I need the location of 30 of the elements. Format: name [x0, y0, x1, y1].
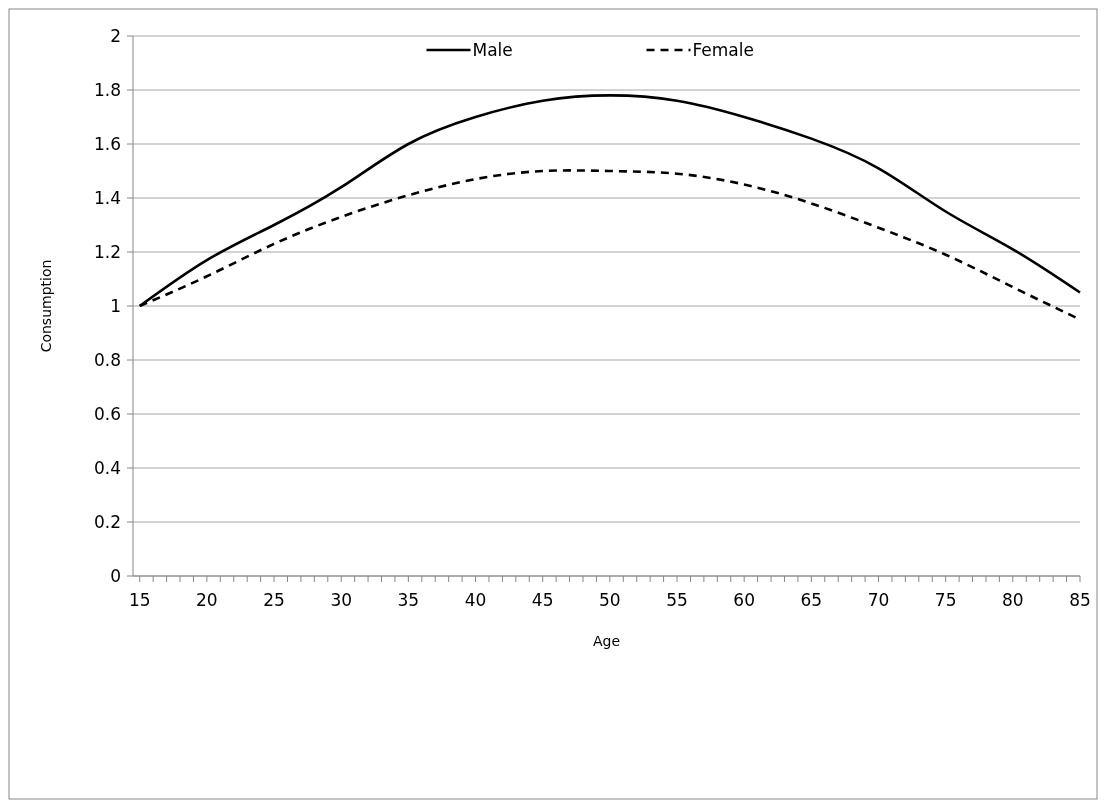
x-tick-label: 75 — [934, 590, 957, 610]
x-tick-label: 65 — [800, 590, 823, 610]
x-tick-label: 35 — [397, 590, 420, 610]
y-tick-label: 1.2 — [93, 241, 121, 262]
y-tick-label: 2 — [110, 25, 121, 46]
x-tick-label: 45 — [531, 590, 554, 610]
x-tick-label: 85 — [1069, 590, 1091, 610]
y-tick-label: 1.8 — [93, 79, 121, 100]
x-axis-title: Age — [592, 633, 621, 649]
x-tick-label: 25 — [263, 590, 285, 610]
legend-label: Female — [692, 39, 754, 60]
x-tick-label: 55 — [666, 590, 688, 610]
y-tick-label: 1 — [110, 295, 121, 316]
y-tick-label: 0.6 — [93, 403, 121, 424]
y-tick-label: 1.6 — [93, 133, 121, 154]
y-tick-label: 0.4 — [93, 457, 121, 478]
legend-label: Male — [472, 39, 513, 60]
x-tick-label: 40 — [464, 590, 487, 610]
x-tick-label: 60 — [733, 590, 755, 610]
y-tick-label: 0.2 — [93, 511, 121, 532]
x-tick-label: 20 — [196, 590, 218, 610]
y-tick-label: 0 — [110, 565, 121, 586]
x-tick-label: 80 — [1002, 590, 1024, 610]
x-tick-label: 30 — [330, 590, 353, 610]
x-tick-label: 50 — [599, 590, 621, 610]
y-axis-title: Consumption — [38, 259, 54, 353]
y-tick-label: 1.4 — [93, 187, 121, 208]
y-tick-label: 0.8 — [93, 349, 121, 370]
x-tick-label: 70 — [867, 590, 890, 610]
x-tick-label: 15 — [128, 590, 151, 610]
